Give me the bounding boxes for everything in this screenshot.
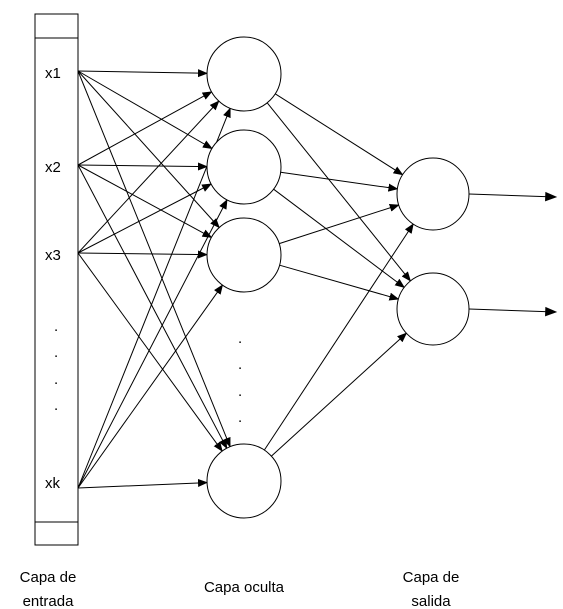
input-hidden-connection xyxy=(77,199,228,489)
hidden-output-connection xyxy=(279,264,400,301)
input-hidden-connection xyxy=(77,91,213,166)
input-layer-box xyxy=(34,13,79,546)
input-node-xk: xk xyxy=(45,475,61,492)
hidden-node-k xyxy=(206,443,282,519)
hidden-node-3 xyxy=(206,217,282,293)
input-hidden-connection xyxy=(77,70,220,229)
input-hidden-connection xyxy=(77,478,208,489)
output-arrows xyxy=(468,191,558,317)
input-node-x3: x3 xyxy=(45,247,61,264)
output-arrow-1 xyxy=(468,191,558,202)
hidden-ellipsis-dot: . xyxy=(238,356,242,373)
input-hidden-connection xyxy=(77,100,220,254)
output-node-1 xyxy=(396,157,470,231)
input-layer-label-line1: Capa de xyxy=(20,569,77,586)
output-layer-label-line1: Capa de xyxy=(403,569,460,586)
input-layer-label-line2: entrada xyxy=(23,593,75,609)
hidden-output-connection xyxy=(266,102,412,282)
input-hidden-connection xyxy=(77,107,231,489)
input-node-x1: x1 xyxy=(45,65,61,82)
input-ellipsis-dot: . xyxy=(54,344,58,361)
input-hidden-connection xyxy=(77,162,208,171)
hidden-node-2 xyxy=(206,129,282,205)
hidden-node-1 xyxy=(206,36,282,112)
input-ellipsis-dot: . xyxy=(54,371,58,388)
hidden-layer-label: Capa oculta xyxy=(204,579,285,596)
hidden-output-connection xyxy=(280,171,399,192)
hidden-output-connection xyxy=(274,93,404,176)
output-layer xyxy=(396,157,470,346)
hidden-output-connection xyxy=(271,332,408,457)
input-hidden-connection xyxy=(77,69,208,78)
output-node-2 xyxy=(396,272,470,346)
input-hidden-connection xyxy=(77,250,208,259)
hidden-ellipsis-dot: . xyxy=(238,330,242,347)
hidden-output-connection xyxy=(279,203,400,245)
output-layer-label-line2: salida xyxy=(411,593,451,609)
input-node-x2: x2 xyxy=(45,159,61,176)
input-ellipsis-dot: . xyxy=(54,397,58,414)
input-ellipsis-dot: . xyxy=(54,318,58,335)
input-hidden-connection xyxy=(77,284,224,489)
hidden-ellipsis-dot: . xyxy=(238,409,242,426)
input-hidden-connection xyxy=(77,164,213,238)
input-hidden-connection xyxy=(77,183,212,254)
input-hidden-connection xyxy=(77,252,223,452)
connections xyxy=(77,69,414,489)
input-hidden-connection xyxy=(77,70,213,150)
input-hidden-connection xyxy=(77,70,231,448)
output-arrow-2 xyxy=(468,306,558,317)
hidden-ellipsis-dot: . xyxy=(238,383,242,400)
hidden-output-connection xyxy=(273,188,405,289)
input-hidden-connection xyxy=(77,164,228,450)
hidden-output-connection xyxy=(263,223,414,451)
hidden-layer xyxy=(206,36,282,519)
